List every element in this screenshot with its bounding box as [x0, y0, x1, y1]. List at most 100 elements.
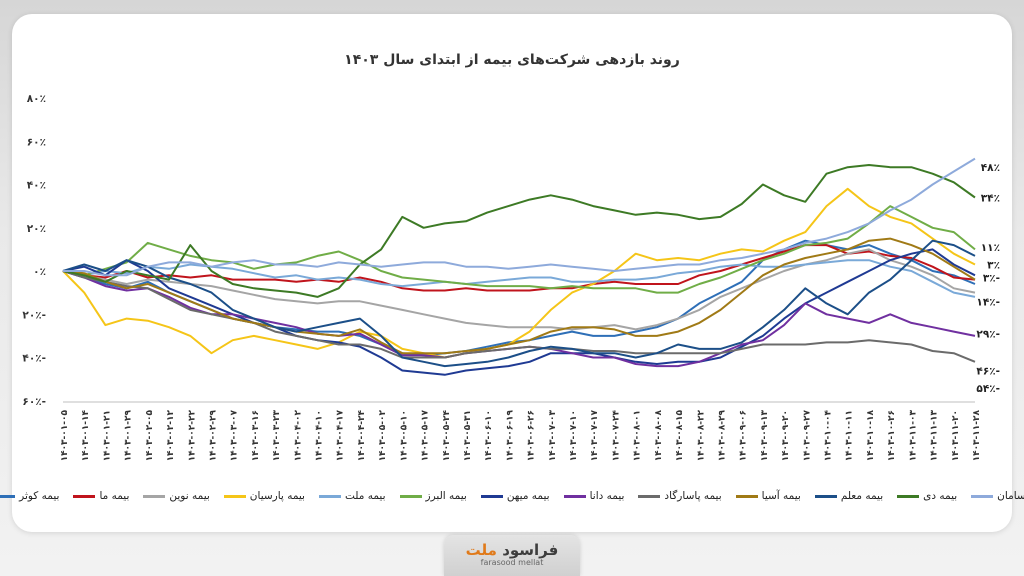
x-tick-label: ۱۴۰۳-۰۸-۲۲ [696, 409, 706, 461]
x-tick-label: ۱۴۰۳-۰۸-۱۵ [675, 409, 685, 461]
end-label: ۱۴٪- [976, 296, 1000, 308]
series-line-11 [62, 164, 976, 298]
series-lines [62, 157, 976, 376]
x-tick-label: ۱۴۰۳-۰۱-۱۴ [81, 409, 91, 461]
legend-label: بیمه ما [99, 490, 130, 502]
legend-label: بیمه معلم [840, 490, 884, 502]
end-label: ۲۹٪- [976, 329, 1000, 341]
series-line-10 [62, 239, 976, 368]
series-line-4 [62, 259, 976, 298]
x-tick-label: ۱۴۰۳-۰۸-۰۱ [633, 410, 643, 461]
y-tick-label: ۲۰٪ [27, 223, 46, 235]
legend-label: بیمه البرز [425, 490, 467, 502]
series-line-1 [62, 244, 976, 292]
x-tick-label: ۱۴۰۳-۰۷-۲۴ [611, 409, 621, 461]
legend-label: بیمه دانا [589, 490, 625, 502]
legend-swatch [399, 494, 422, 498]
brand-logo-subtext: farasood mellat [480, 558, 544, 567]
x-tick-label: ۱۴۰۳-۱۰-۲۶ [887, 410, 897, 461]
x-tick-label: ۱۴۰۳-۰۴-۰۲ [293, 409, 303, 461]
end-label: ۵۴٪- [976, 383, 1000, 395]
legend-swatch [563, 494, 586, 498]
x-tick-label: ۱۴۰۳-۰۷-۱۷ [590, 409, 600, 461]
end-label: ۳٪- [983, 272, 1000, 284]
legend-item: بیمه دانا [563, 487, 625, 505]
x-tick-label: ۱۴۰۳-۰۷-۱۰ [569, 410, 579, 461]
x-tick-label: ۱۴۰۳-۰۵-۰۲ [378, 409, 388, 461]
x-tick-label: ۱۴۰۳-۰۵-۲۴ [442, 409, 452, 461]
brand-logo: فراسود ملت farasood mellat [444, 535, 580, 576]
x-tick-label: ۱۴۰۳-۰۸-۲۹ [717, 409, 727, 461]
x-tick-label: ۱۴۰۳-۰۸-۰۸ [654, 409, 664, 461]
series-line-9 [62, 237, 976, 355]
legend-label: بیمه پارسیان [249, 490, 305, 502]
x-tick-label: ۱۴۰۳-۰۲-۰۵ [145, 409, 155, 461]
x-tick-label: ۱۴۰۳-۱۱-۲۰ [951, 410, 961, 461]
legend-item: بیمه ما [73, 487, 129, 505]
y-tick-label: ۶۰٪ [27, 136, 46, 148]
y-tick-label: ۲۰٪- [22, 309, 46, 321]
x-tick-label: ۱۴۰۳-۱۱-۲۸ [972, 409, 982, 461]
series-line-8 [62, 270, 976, 363]
legend-swatch [0, 494, 16, 498]
legend-swatch [814, 494, 837, 498]
y-tick-label: ۴۰٪ [27, 180, 46, 192]
y-tick-label: ۶۰٪- [22, 396, 46, 408]
legend-label: بیمه دی [923, 490, 958, 502]
legend: بیمه سامان بیمه دی بیمه معلم بیمه آسیا بیمه … [0, 487, 1024, 505]
x-tick-label: ۱۴۰۳-۱۱-۱۳ [930, 409, 940, 461]
series-line-12 [63, 157, 976, 277]
legend-swatch [480, 494, 503, 498]
x-tick-label: ۱۴۰۳-۱۰-۱۱ [845, 410, 855, 461]
series-line-2 [62, 248, 976, 331]
legend-item: بیمه البرز [399, 487, 467, 505]
legend-item: بیمه معلم [814, 487, 884, 505]
legend-label: بیمه سامان [997, 490, 1024, 502]
legend-swatch [638, 494, 661, 498]
y-axis: ۸۰٪ ۶۰٪ ۴۰٪ ۲۰٪ ۰٪ ۲۰٪- ۴۰٪- ۶۰٪- [22, 93, 46, 408]
legend-label: بیمه کوثر [19, 490, 60, 502]
legend-swatch [318, 494, 341, 498]
x-tick-label: ۱۴۰۳-۰۹-۰۶ [739, 410, 749, 461]
legend-item: بیمه میهن [480, 487, 550, 505]
x-tick-label: ۱۴۰۳-۰۲-۲۲ [187, 409, 197, 461]
y-tick-label: ۴۰٪- [22, 353, 46, 365]
end-label: ۳۴٪ [981, 192, 1000, 204]
x-tick-label: ۱۴۰۳-۰۷-۰۳ [548, 409, 558, 461]
x-tick-label: ۱۴۰۳-۰۱-۲۹ [124, 409, 134, 461]
brand-logo-text: فراسود ملت [465, 541, 559, 559]
y-tick-label: ۸۰٪ [27, 93, 46, 105]
x-tick-label: ۱۴۰۳-۱۱-۰۳ [908, 409, 918, 461]
legend-label: بیمه پاسارگاد [664, 490, 722, 502]
x-tick-label: ۱۴۰۳-۰۹-۱۳ [760, 409, 770, 461]
chart-card [12, 14, 1012, 532]
legend-label: بیمه آسیا [761, 490, 801, 502]
x-tick-label: ۱۴۰۳-۰۳-۰۷ [230, 409, 240, 461]
legend-item: بیمه دی [897, 487, 957, 505]
legend-swatch [223, 494, 246, 498]
legend-label: بیمه ملت [344, 490, 386, 502]
x-axis: ۱۴۰۳-۰۱-۰۵ ۱۴۰۳-۰۱-۱۴ ۱۴۰۳-۰۱-۲۱ ۱۴۰۳-۰۱-۲۹… [60, 401, 982, 461]
end-label: ۳٪ [987, 260, 1000, 272]
x-tick-label: ۱۴۰۳-۱۰-۱۸ [866, 409, 876, 461]
series-line-3 [62, 187, 976, 359]
x-tick-label: ۱۴۰۳-۰۶-۱۹ [505, 409, 515, 461]
x-tick-label: ۱۴۰۳-۰۴-۲۴ [357, 409, 367, 461]
legend-item: بیمه نوین [143, 487, 210, 505]
x-tick-label: ۱۴۰۳-۰۳-۱۶ [251, 410, 261, 461]
end-label: ۴۸٪ [981, 162, 1000, 174]
x-tick-label: ۱۴۰۳-۰۱-۰۵ [60, 409, 70, 461]
x-tick-label: ۱۴۰۳-۰۳-۲۳ [272, 409, 282, 461]
legend-item: بیمه ملت [318, 487, 386, 505]
x-tick-label: ۱۴۰۳-۰۲-۲۹ [208, 409, 218, 461]
legend-swatch [897, 494, 920, 498]
legend-label: بیمه میهن [506, 490, 550, 502]
legend-swatch [971, 494, 994, 498]
x-tick-label: ۱۴۰۳-۰۵-۱۷ [421, 409, 431, 461]
chart-title: روند بازدهی شرکت‌های بیمه از ابتدای سال … [344, 52, 680, 68]
y-tick-label: ۰٪ [33, 266, 46, 278]
x-tick-label: ۱۴۰۳-۰۲-۱۲ [166, 409, 176, 461]
x-tick-label: ۱۴۰۳-۰۴-۱۷ [336, 409, 346, 461]
end-label: ۱۱٪ [981, 242, 1000, 254]
